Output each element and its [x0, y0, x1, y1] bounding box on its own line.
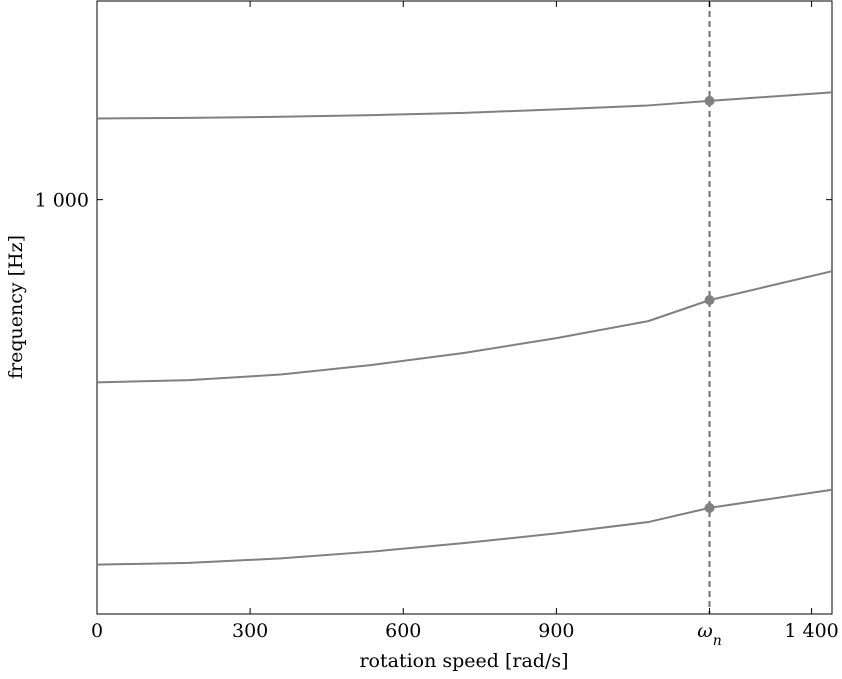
series-line-2 [96, 270, 833, 384]
x-tick-label: 300 [232, 620, 268, 642]
series-line-3 [96, 91, 833, 120]
x-tick-label: ωn [697, 620, 722, 649]
x-tick-label: 0 [91, 620, 103, 642]
series-line-1 [96, 488, 833, 566]
y-tick-label: 1 000 [35, 190, 89, 212]
marker-point-3 [704, 95, 715, 106]
plot-frame [96, 0, 833, 615]
y-axis-label: frequency [Hz] [5, 235, 27, 379]
x-tick-label: 900 [538, 620, 574, 642]
x-axis-label: rotation speed [rad/s] [359, 650, 568, 672]
x-tick-label: 1 400 [784, 620, 838, 642]
marker-point-2 [704, 295, 715, 306]
x-tick-label: 600 [385, 620, 421, 642]
marker-point-1 [704, 502, 715, 513]
